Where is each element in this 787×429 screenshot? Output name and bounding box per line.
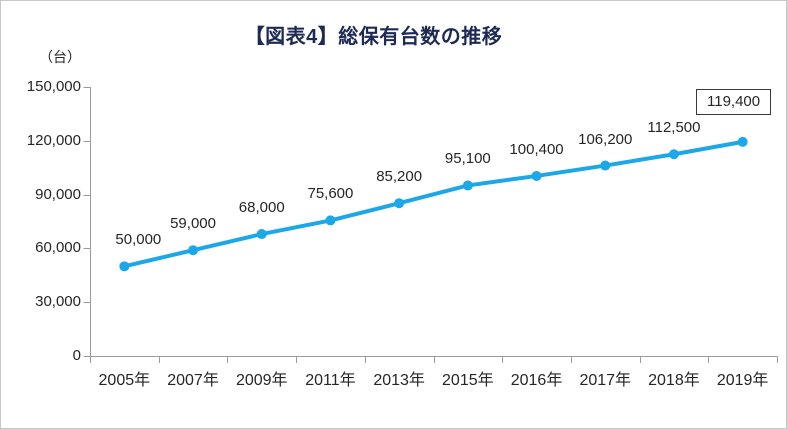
data-label-boxed: 119,400 [696, 88, 772, 115]
data-point [188, 245, 199, 256]
x-tick-label: 2005年 [98, 372, 151, 389]
y-tick-label: 120,000 [26, 132, 81, 149]
data-label: 95,100 [444, 150, 491, 168]
x-tick-label: 2019年 [716, 372, 769, 389]
x-tick-label: 2007年 [167, 372, 219, 389]
y-tick-label: 150,000 [26, 78, 81, 95]
y-axis-unit-label: （台） [39, 49, 81, 65]
data-point [256, 229, 267, 240]
x-tick-label: 2011年 [305, 372, 356, 389]
data-label: 68,000 [238, 199, 285, 217]
data-label: 75,600 [307, 185, 354, 203]
y-tick-label: 30,000 [35, 293, 81, 310]
data-label: 50,000 [115, 231, 162, 249]
x-tick-label: 2013年 [373, 372, 425, 389]
data-label: 106,200 [578, 130, 633, 148]
data-label: 100,400 [509, 140, 564, 158]
data-point [325, 215, 336, 226]
trend-line [122, 139, 745, 269]
x-tick-label: 2009年 [235, 372, 288, 389]
y-tick-label: 0 [72, 347, 81, 364]
data-point [668, 149, 679, 160]
data-label: 85,200 [376, 168, 423, 186]
chart-title: 【図表4】総保有台数の推移 [244, 26, 503, 48]
data-point [531, 170, 542, 181]
x-tick-label: 2018年 [648, 372, 700, 389]
data-point [119, 261, 130, 272]
data-point [737, 136, 748, 147]
data-point [394, 198, 405, 209]
y-tick-label: 60,000 [35, 239, 81, 256]
data-point [462, 180, 473, 191]
x-tick-label: 2016年 [510, 372, 563, 389]
x-tick-label: 2015年 [442, 372, 494, 389]
y-tick-label: 90,000 [35, 186, 81, 203]
data-point [600, 160, 611, 171]
x-tick-label: 2017年 [579, 372, 632, 389]
data-label: 112,500 [647, 119, 701, 137]
data-label: 59,000 [170, 215, 216, 233]
